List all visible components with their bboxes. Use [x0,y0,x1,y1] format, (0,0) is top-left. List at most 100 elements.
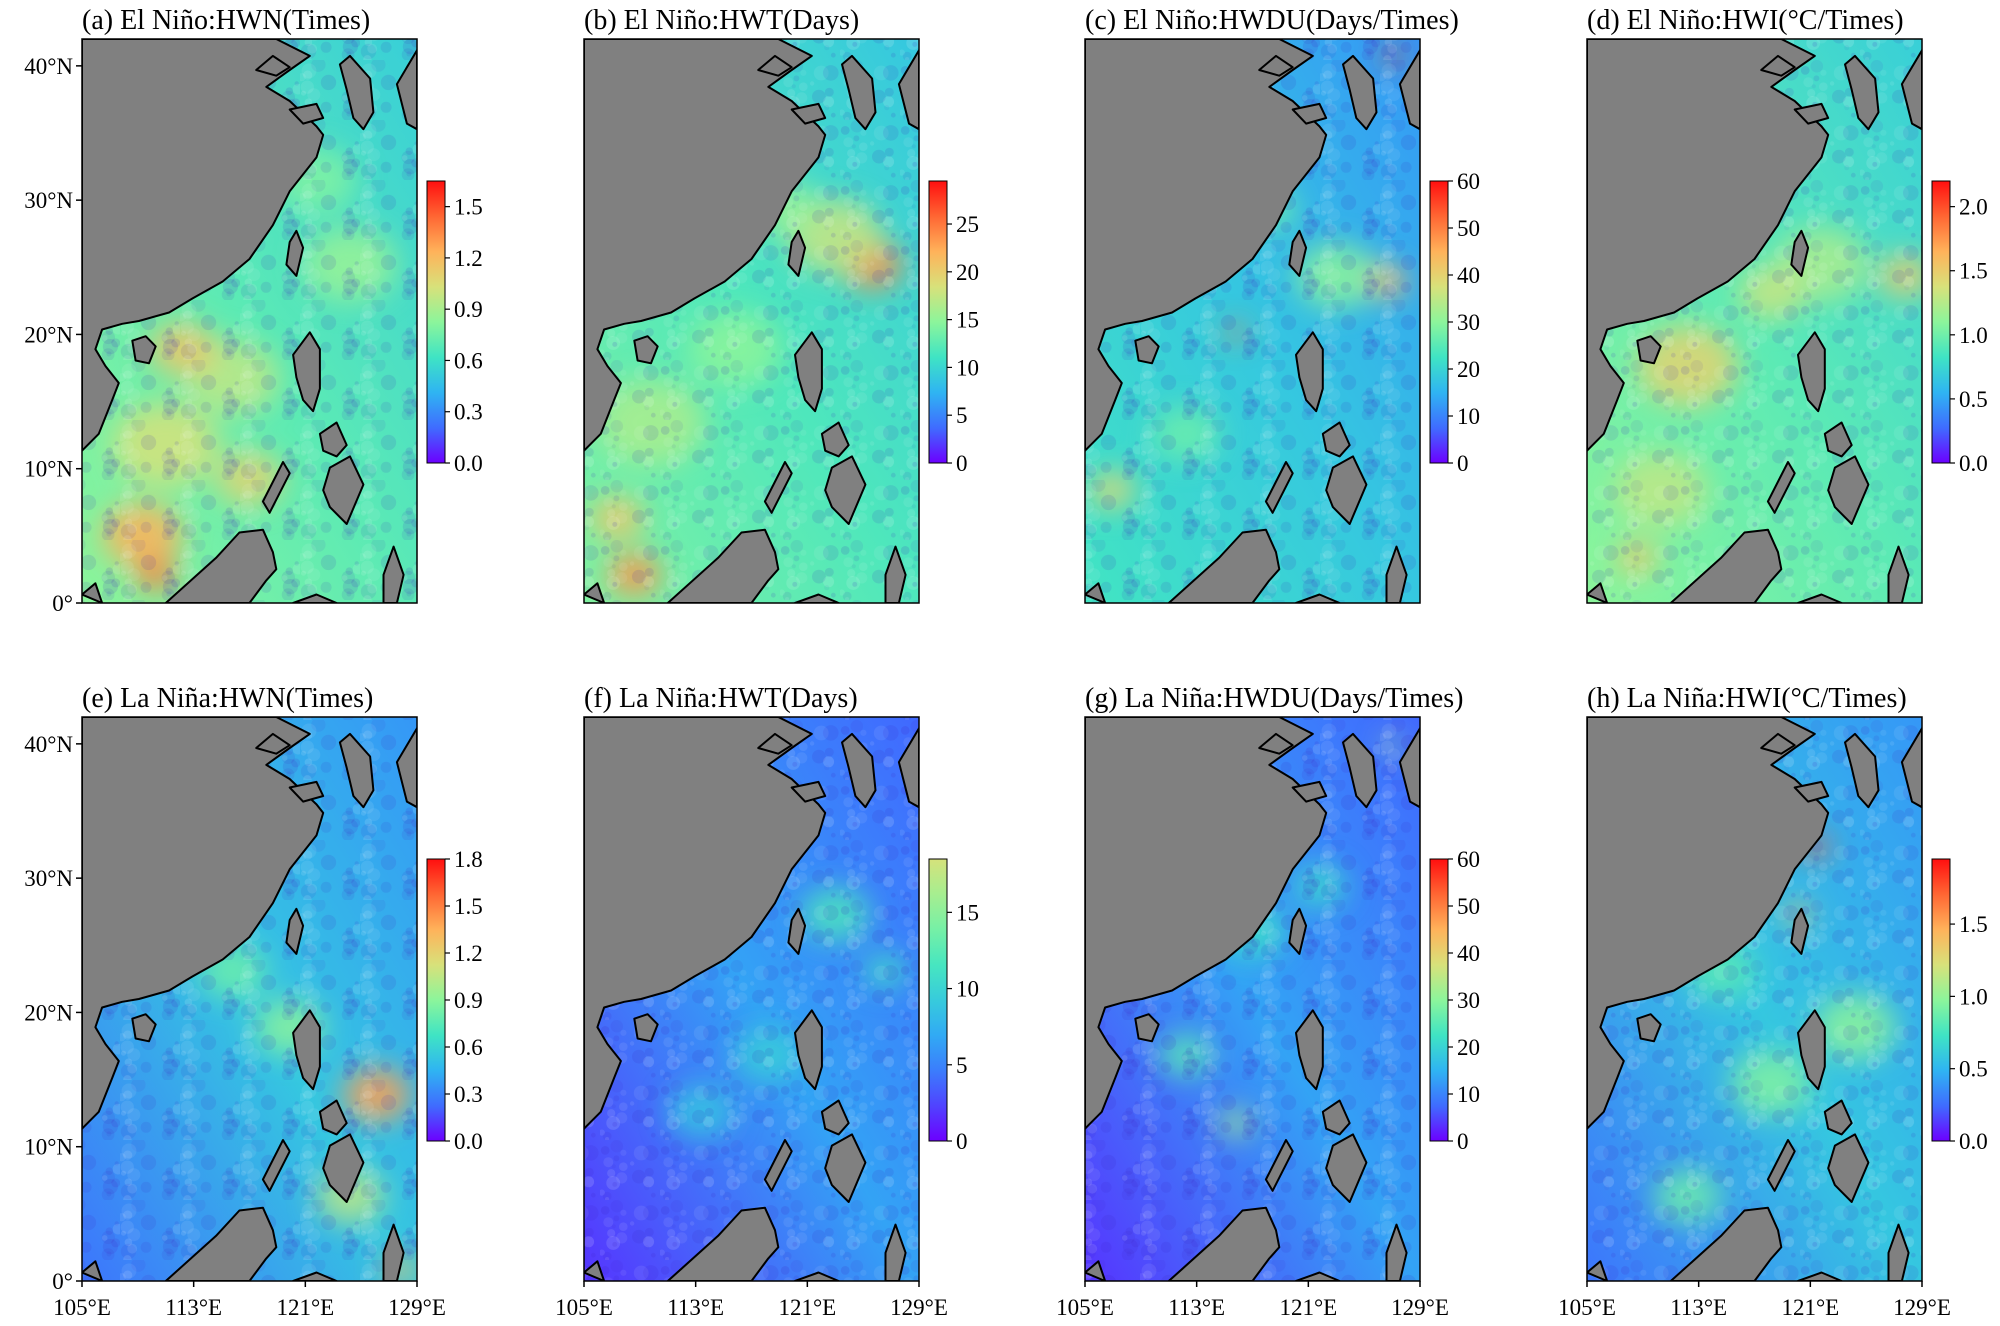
land-taiwan [1790,229,1810,277]
land-japan-edge [1398,49,1420,131]
map-frame [1084,716,1421,1282]
colorbar-tick-label: 25 [956,212,979,237]
map-area [584,39,919,603]
colorbar-tick-label: 0.0 [454,1129,483,1154]
land-hainan [1134,335,1160,365]
land-sulawesi [1385,1223,1408,1281]
lat-tick-label: 20°N [24,322,73,347]
land-visayas [1321,1099,1351,1136]
land-mainland [1085,39,1328,452]
land-korea [338,54,375,131]
map-area [82,39,417,603]
panel-d: (d) El Niño:HWI(°C/Times) 0.0 0.5 1.0 1.5 2.0 [1586,5,1988,604]
land-mainland [1587,39,1830,452]
colorbar-tick-label: 0.5 [1959,387,1988,412]
colorbar [1931,180,1951,464]
colorbar-tick-label: 0.6 [454,348,483,373]
land-sumatra [1085,1260,1107,1281]
colorbar-tick-label: 50 [1457,894,1480,919]
colorbar-tick-label: 1.0 [1959,323,1988,348]
land-japan-edge [395,727,417,809]
lon-tick-label: 113°E [1670,1295,1727,1320]
land-japan-edge [1900,49,1922,131]
land-visayas [1321,421,1351,458]
land-mainland [584,717,827,1130]
colorbar-tick-label: 0 [1457,1129,1469,1154]
land-visayas [820,1099,850,1136]
panel-g: (g) La Niña:HWDU(Days/Times) 105°E 113°E 12… [1056,683,1480,1320]
land-liaodong [1760,732,1796,755]
lon-tick-label: 129°E [388,1295,446,1320]
land-shandong [1793,102,1830,125]
panel-title: (b) El Niño:HWT(Days) [584,5,859,36]
panel-title: (f) La Niña:HWT(Days) [584,683,858,714]
panel-title: (g) La Niña:HWDU(Days/Times) [1085,683,1463,714]
colorbar [928,180,948,464]
panel-c: (c) El Niño:HWDU(Days/Times) 0 10 20 30 40 50 6… [1084,5,1480,604]
land-sumatra [82,1260,104,1281]
land-liaodong [1258,54,1294,77]
lon-tick-label: 105°E [1056,1295,1114,1320]
panel-title: (c) El Niño:HWDU(Days/Times) [1085,5,1459,36]
land-shandong [1793,780,1830,803]
land-shandong [790,780,827,803]
land-palawan [261,1139,291,1192]
land-java [292,1271,338,1281]
land-sumatra [1587,1260,1609,1281]
land-taiwan [1288,229,1308,277]
panel-title: (h) La Niña:HWI(°C/Times) [1587,683,1907,714]
map-area [584,717,919,1281]
map-area [1085,39,1420,603]
land-korea [1342,54,1378,131]
colorbar [1429,180,1449,464]
colorbar-tick-label: 30 [1457,310,1480,335]
map-area [1085,717,1420,1281]
colorbar-tick-label: 2.0 [1959,195,1988,220]
lon-tick-label: 129°E [890,1295,948,1320]
land-shandong [288,102,325,125]
land-hainan [633,1013,659,1043]
lat-tick-label: 40°N [24,732,73,757]
land-korea [841,732,877,809]
land-mindanao [1827,1133,1870,1203]
land-hainan [131,1013,157,1043]
colorbar-tick-label: 0.6 [454,1035,483,1060]
land-hainan [131,335,157,365]
colorbar-tick-label: 1.5 [1959,259,1988,284]
land-luzon [292,331,321,413]
land-korea [1844,54,1880,131]
land-mindanao [1827,455,1870,525]
panel-h: (h) La Niña:HWI(°C/Times) 105°E 113°E 121°E… [1558,683,1988,1320]
land-java [292,593,338,603]
land-japan-edge [395,49,417,131]
land-japan-edge [897,727,919,809]
lon-tick-label: 105°E [555,1295,613,1320]
map-frame [583,38,920,604]
panel-title: (e) La Niña:HWN(Times) [82,683,373,714]
land-mainland [584,39,827,452]
land-palawan [1264,461,1294,514]
colorbar-tick-label: 20 [956,260,979,285]
land-hainan [1134,1013,1160,1043]
land-sumatra [1085,582,1107,603]
land-mindanao [824,455,867,525]
land-borneo [1669,528,1783,603]
colorbar [928,858,948,1142]
land-visayas [318,421,348,458]
land-mindanao [824,1133,867,1203]
colorbar-tick-label: 10 [956,977,979,1002]
map-frame [1586,38,1923,604]
land-luzon [794,1009,823,1091]
lon-tick-label: 129°E [1893,1295,1951,1320]
land-borneo [164,528,278,603]
land-borneo [1167,528,1281,603]
land-luzon [1295,1009,1324,1091]
land-taiwan [1288,907,1308,955]
lon-tick-label: 129°E [1391,1295,1449,1320]
colorbar [1429,858,1449,1142]
land-taiwan [1790,907,1810,955]
land-liaodong [757,54,793,77]
land-japan-edge [1900,727,1922,809]
panel-e: (e) La Niña:HWN(Times) 0° 10°N 20°N 30°N 40°N… [24,683,483,1320]
